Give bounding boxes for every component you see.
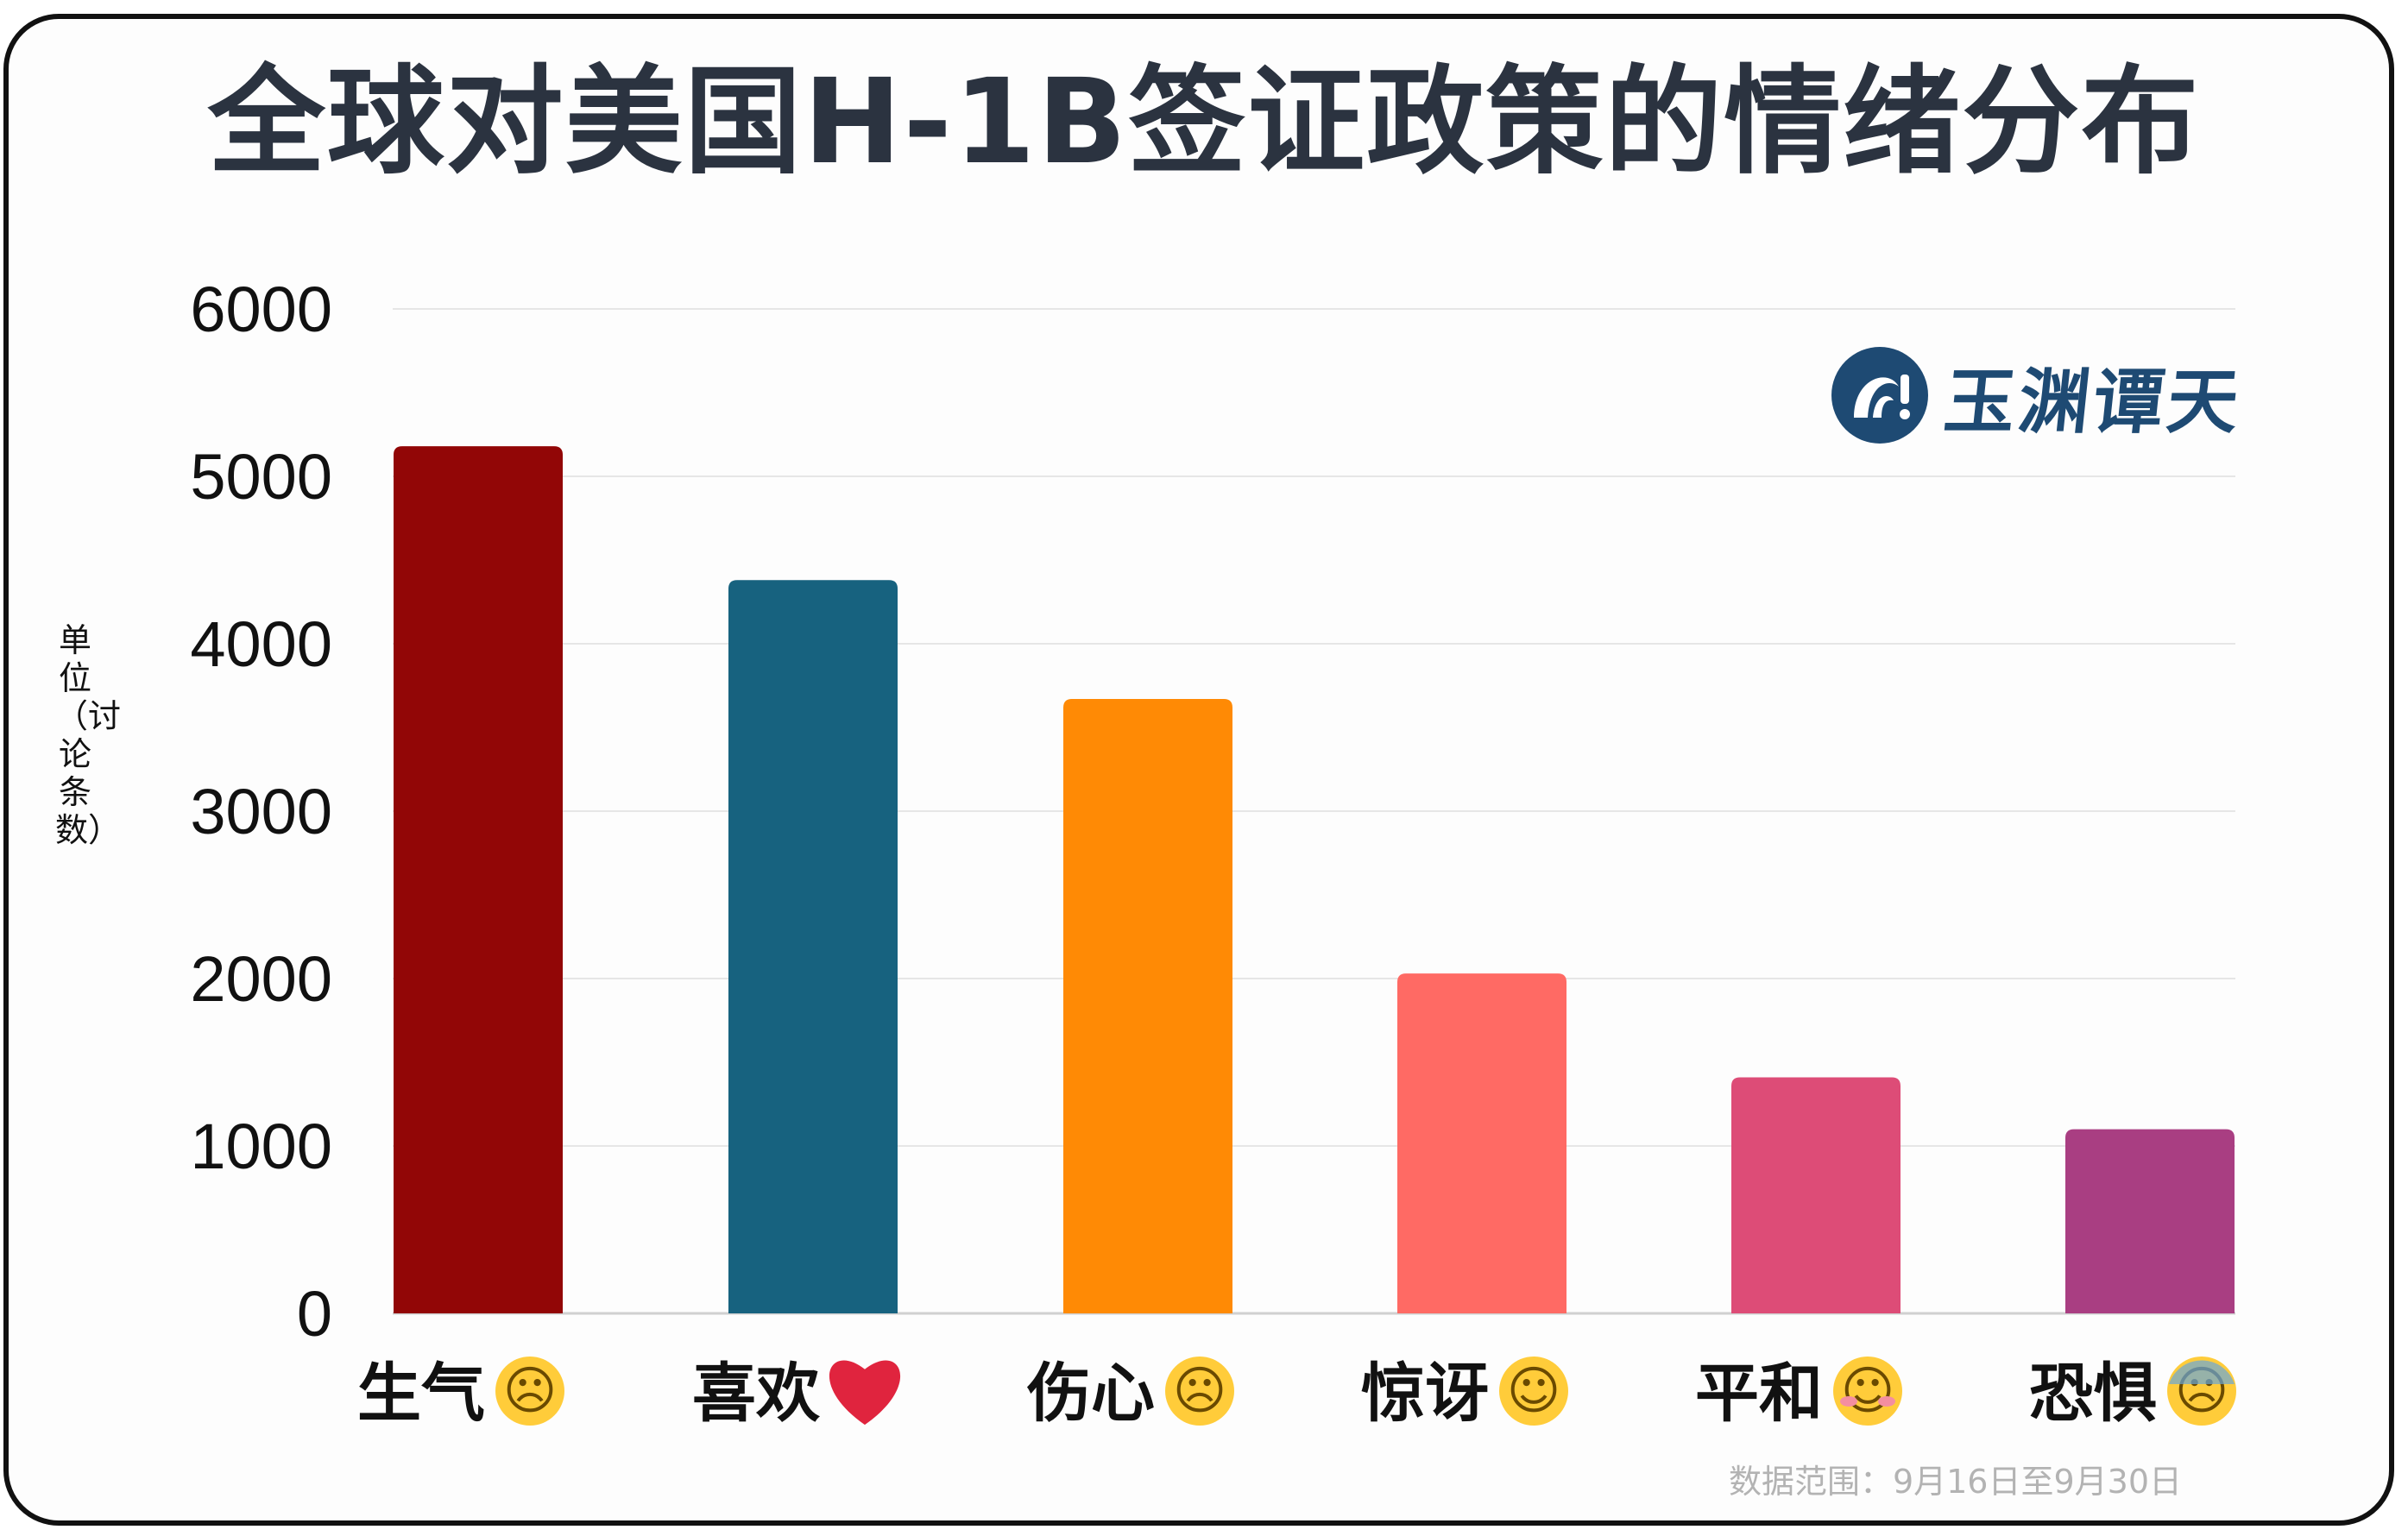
y-tick-label: 3000 [190, 776, 332, 847]
astonished-face-emoji [1499, 1357, 1568, 1426]
y-tick-label: 5000 [190, 441, 332, 513]
bar [394, 446, 563, 1313]
y-tick-label: 4000 [190, 608, 332, 680]
y-tick-label: 2000 [190, 943, 332, 1015]
bar [1731, 1077, 1901, 1313]
bar [2065, 1129, 2235, 1313]
smiling-face-emoji [1833, 1357, 1902, 1426]
category-label: 平和 [1695, 1357, 1823, 1431]
y-tick-label: 1000 [190, 1111, 332, 1182]
disappointed-face-emoji [1165, 1357, 1234, 1426]
angry-face-emoji-face: ☹ [503, 1361, 558, 1421]
y-tick-label: 6000 [190, 274, 332, 345]
chart-title: 全球对美国H-1B签证政策的情绪分布 [207, 54, 2201, 191]
category-label: 伤心 [1026, 1357, 1155, 1431]
bar [728, 580, 898, 1313]
category-label: 喜欢 [692, 1357, 820, 1431]
y-tick-label: 0 [297, 1278, 332, 1350]
yuyuan-tantian-logo-icon [1831, 347, 1928, 444]
data-range-note: 数据范围：9月16日至9月30日 [1728, 1463, 2182, 1501]
red-heart-emoji [829, 1360, 901, 1426]
category-label: 惊讶 [1361, 1357, 1489, 1431]
blush [1840, 1396, 1857, 1407]
category-label: 生气 [357, 1357, 485, 1431]
angry-face-emoji [495, 1357, 564, 1426]
logo: 玉渊谭天 [1828, 343, 2246, 447]
category-label: 恐惧 [2029, 1357, 2157, 1431]
bar [1397, 973, 1566, 1313]
x-tick-label: 惊讶 ☺ [1361, 1357, 1568, 1431]
smiling-face-emoji-face: ☺ [1841, 1361, 1895, 1421]
astonished-face-emoji-face: ☺ [1507, 1361, 1561, 1421]
blush [1878, 1396, 1895, 1407]
x-tick-label: 生气 ☹ [357, 1357, 564, 1431]
bar [1063, 699, 1232, 1313]
disappointed-face-emoji-face: ☹ [1173, 1361, 1227, 1421]
x-tick-label: 恐惧 ☹ [2029, 1357, 2236, 1431]
x-tick-label: 喜欢 [692, 1357, 901, 1431]
x-tick-label: 平和 ☺ [1695, 1357, 1902, 1431]
sweat-shade [2169, 1360, 2235, 1384]
x-tick-label: 伤心 ☹ [1026, 1357, 1234, 1431]
